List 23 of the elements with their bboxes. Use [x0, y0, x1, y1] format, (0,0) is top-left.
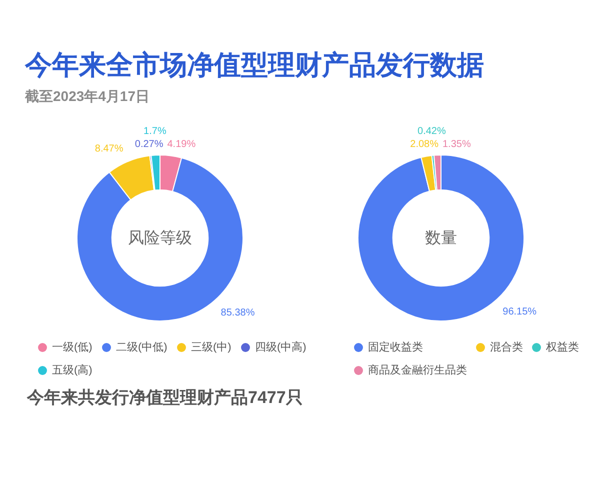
data-label: 2.08%: [410, 139, 439, 150]
text: 数量: [425, 230, 457, 247]
legend-label: 混合类: [490, 340, 523, 354]
data-label: 1.35%: [442, 139, 471, 150]
chart-title: 今年来全市场净值型理财产品发行数据: [24, 50, 484, 80]
legend-label: 二级(中低): [116, 340, 168, 354]
legend-label: 一级(低): [52, 342, 92, 354]
legend-label: 四级(中高): [255, 340, 306, 354]
data-label: 0.42%: [418, 126, 446, 137]
text: 今年来共发行净值型理财产品7477只: [26, 388, 303, 407]
chart-subtitle: 截至2023年4月17日: [24, 88, 150, 104]
legend-label: 三级(中): [191, 340, 232, 354]
data-label: 4.19%: [167, 139, 196, 150]
data-label: 1.7%: [144, 126, 166, 137]
data-label: 8.47%: [94, 144, 124, 155]
data-label: 85.38%: [220, 307, 255, 318]
legend-label: 权益类: [545, 340, 579, 354]
slice-label: 固定收益类: [368, 340, 423, 354]
data-label: 96.15%: [502, 306, 537, 318]
data-label: 0.27%: [134, 139, 164, 150]
text: 风险等级: [128, 229, 192, 247]
legend-label: 五级(高): [52, 364, 92, 376]
legend-label: 商品及金融衍生品类: [368, 364, 467, 376]
